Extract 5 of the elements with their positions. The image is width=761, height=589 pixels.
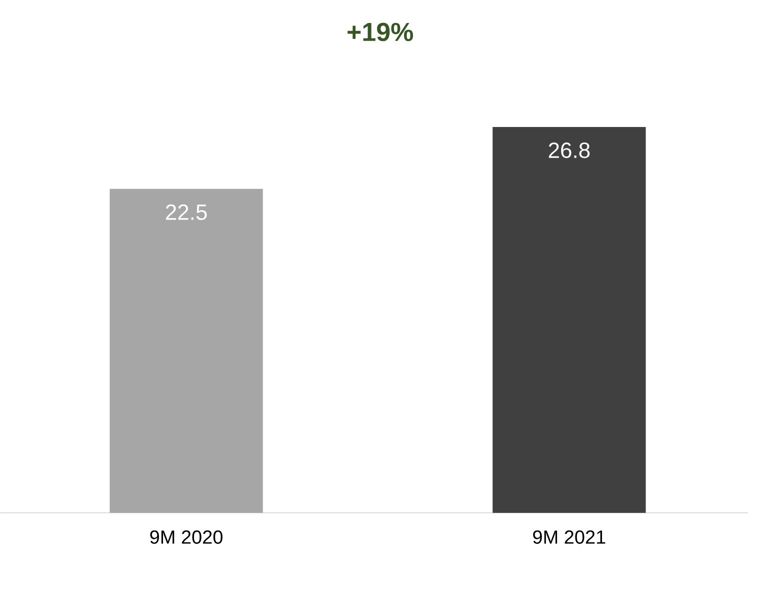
chart-title: +19%	[348, 22, 414, 42]
data-label: 22.5	[166, 204, 207, 220]
data-label: 26.8	[548, 142, 590, 158]
x-tick-label: 9M 2021	[533, 530, 606, 544]
x-tick-label: 9M 2020	[150, 530, 222, 544]
